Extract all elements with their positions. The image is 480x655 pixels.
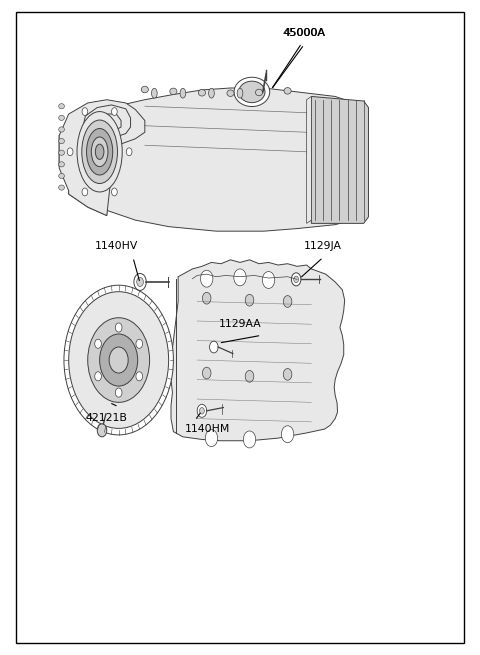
Circle shape <box>137 277 144 286</box>
Circle shape <box>95 339 101 348</box>
Circle shape <box>115 388 122 397</box>
Circle shape <box>115 323 122 332</box>
Text: 1140HV: 1140HV <box>95 240 138 251</box>
Circle shape <box>111 188 117 196</box>
Ellipse shape <box>59 127 64 132</box>
Circle shape <box>283 295 292 307</box>
Ellipse shape <box>59 150 64 155</box>
Ellipse shape <box>239 81 265 103</box>
Circle shape <box>111 107 117 115</box>
Circle shape <box>200 407 204 414</box>
Text: 1129AA: 1129AA <box>218 319 261 329</box>
Circle shape <box>67 148 73 156</box>
Circle shape <box>294 276 299 282</box>
Ellipse shape <box>198 90 205 96</box>
Circle shape <box>88 318 150 402</box>
Text: 1140HM: 1140HM <box>185 424 231 434</box>
Circle shape <box>82 188 88 196</box>
Circle shape <box>291 273 301 286</box>
Circle shape <box>245 294 254 306</box>
Circle shape <box>136 339 143 348</box>
Polygon shape <box>59 88 364 231</box>
Circle shape <box>203 292 211 304</box>
Ellipse shape <box>59 115 64 121</box>
Text: 1129JA: 1129JA <box>304 240 342 251</box>
Text: 45000A: 45000A <box>283 28 325 38</box>
Circle shape <box>97 424 107 437</box>
Circle shape <box>203 367 211 379</box>
Ellipse shape <box>96 144 104 159</box>
Ellipse shape <box>209 88 214 98</box>
Ellipse shape <box>141 86 148 93</box>
Ellipse shape <box>284 88 291 94</box>
Polygon shape <box>312 96 369 223</box>
Text: 45000A: 45000A <box>283 28 325 38</box>
Circle shape <box>263 272 275 288</box>
Ellipse shape <box>59 138 64 143</box>
Ellipse shape <box>77 111 122 192</box>
Ellipse shape <box>152 88 157 98</box>
Ellipse shape <box>82 120 118 183</box>
Ellipse shape <box>91 137 108 166</box>
Circle shape <box>109 347 128 373</box>
Ellipse shape <box>180 88 186 98</box>
Circle shape <box>283 369 292 380</box>
Ellipse shape <box>170 88 177 94</box>
Ellipse shape <box>234 77 270 107</box>
Ellipse shape <box>59 185 64 190</box>
Polygon shape <box>171 260 345 441</box>
Polygon shape <box>307 96 312 223</box>
Circle shape <box>69 291 168 428</box>
Circle shape <box>134 274 146 290</box>
Ellipse shape <box>237 88 243 98</box>
Ellipse shape <box>86 128 113 175</box>
Ellipse shape <box>227 90 234 96</box>
Circle shape <box>281 426 294 443</box>
Circle shape <box>234 269 246 286</box>
Circle shape <box>126 148 132 156</box>
Polygon shape <box>59 100 145 215</box>
Circle shape <box>95 372 101 381</box>
Circle shape <box>100 334 138 386</box>
Circle shape <box>82 107 88 115</box>
Ellipse shape <box>255 89 263 96</box>
Circle shape <box>243 431 256 448</box>
Circle shape <box>201 271 213 287</box>
Ellipse shape <box>59 174 64 179</box>
Ellipse shape <box>59 103 64 109</box>
Text: 42121B: 42121B <box>85 413 127 423</box>
Circle shape <box>245 371 254 382</box>
Circle shape <box>64 285 173 435</box>
Ellipse shape <box>59 162 64 167</box>
Circle shape <box>136 372 143 381</box>
Circle shape <box>210 341 218 353</box>
Circle shape <box>205 430 217 447</box>
Circle shape <box>197 404 207 417</box>
